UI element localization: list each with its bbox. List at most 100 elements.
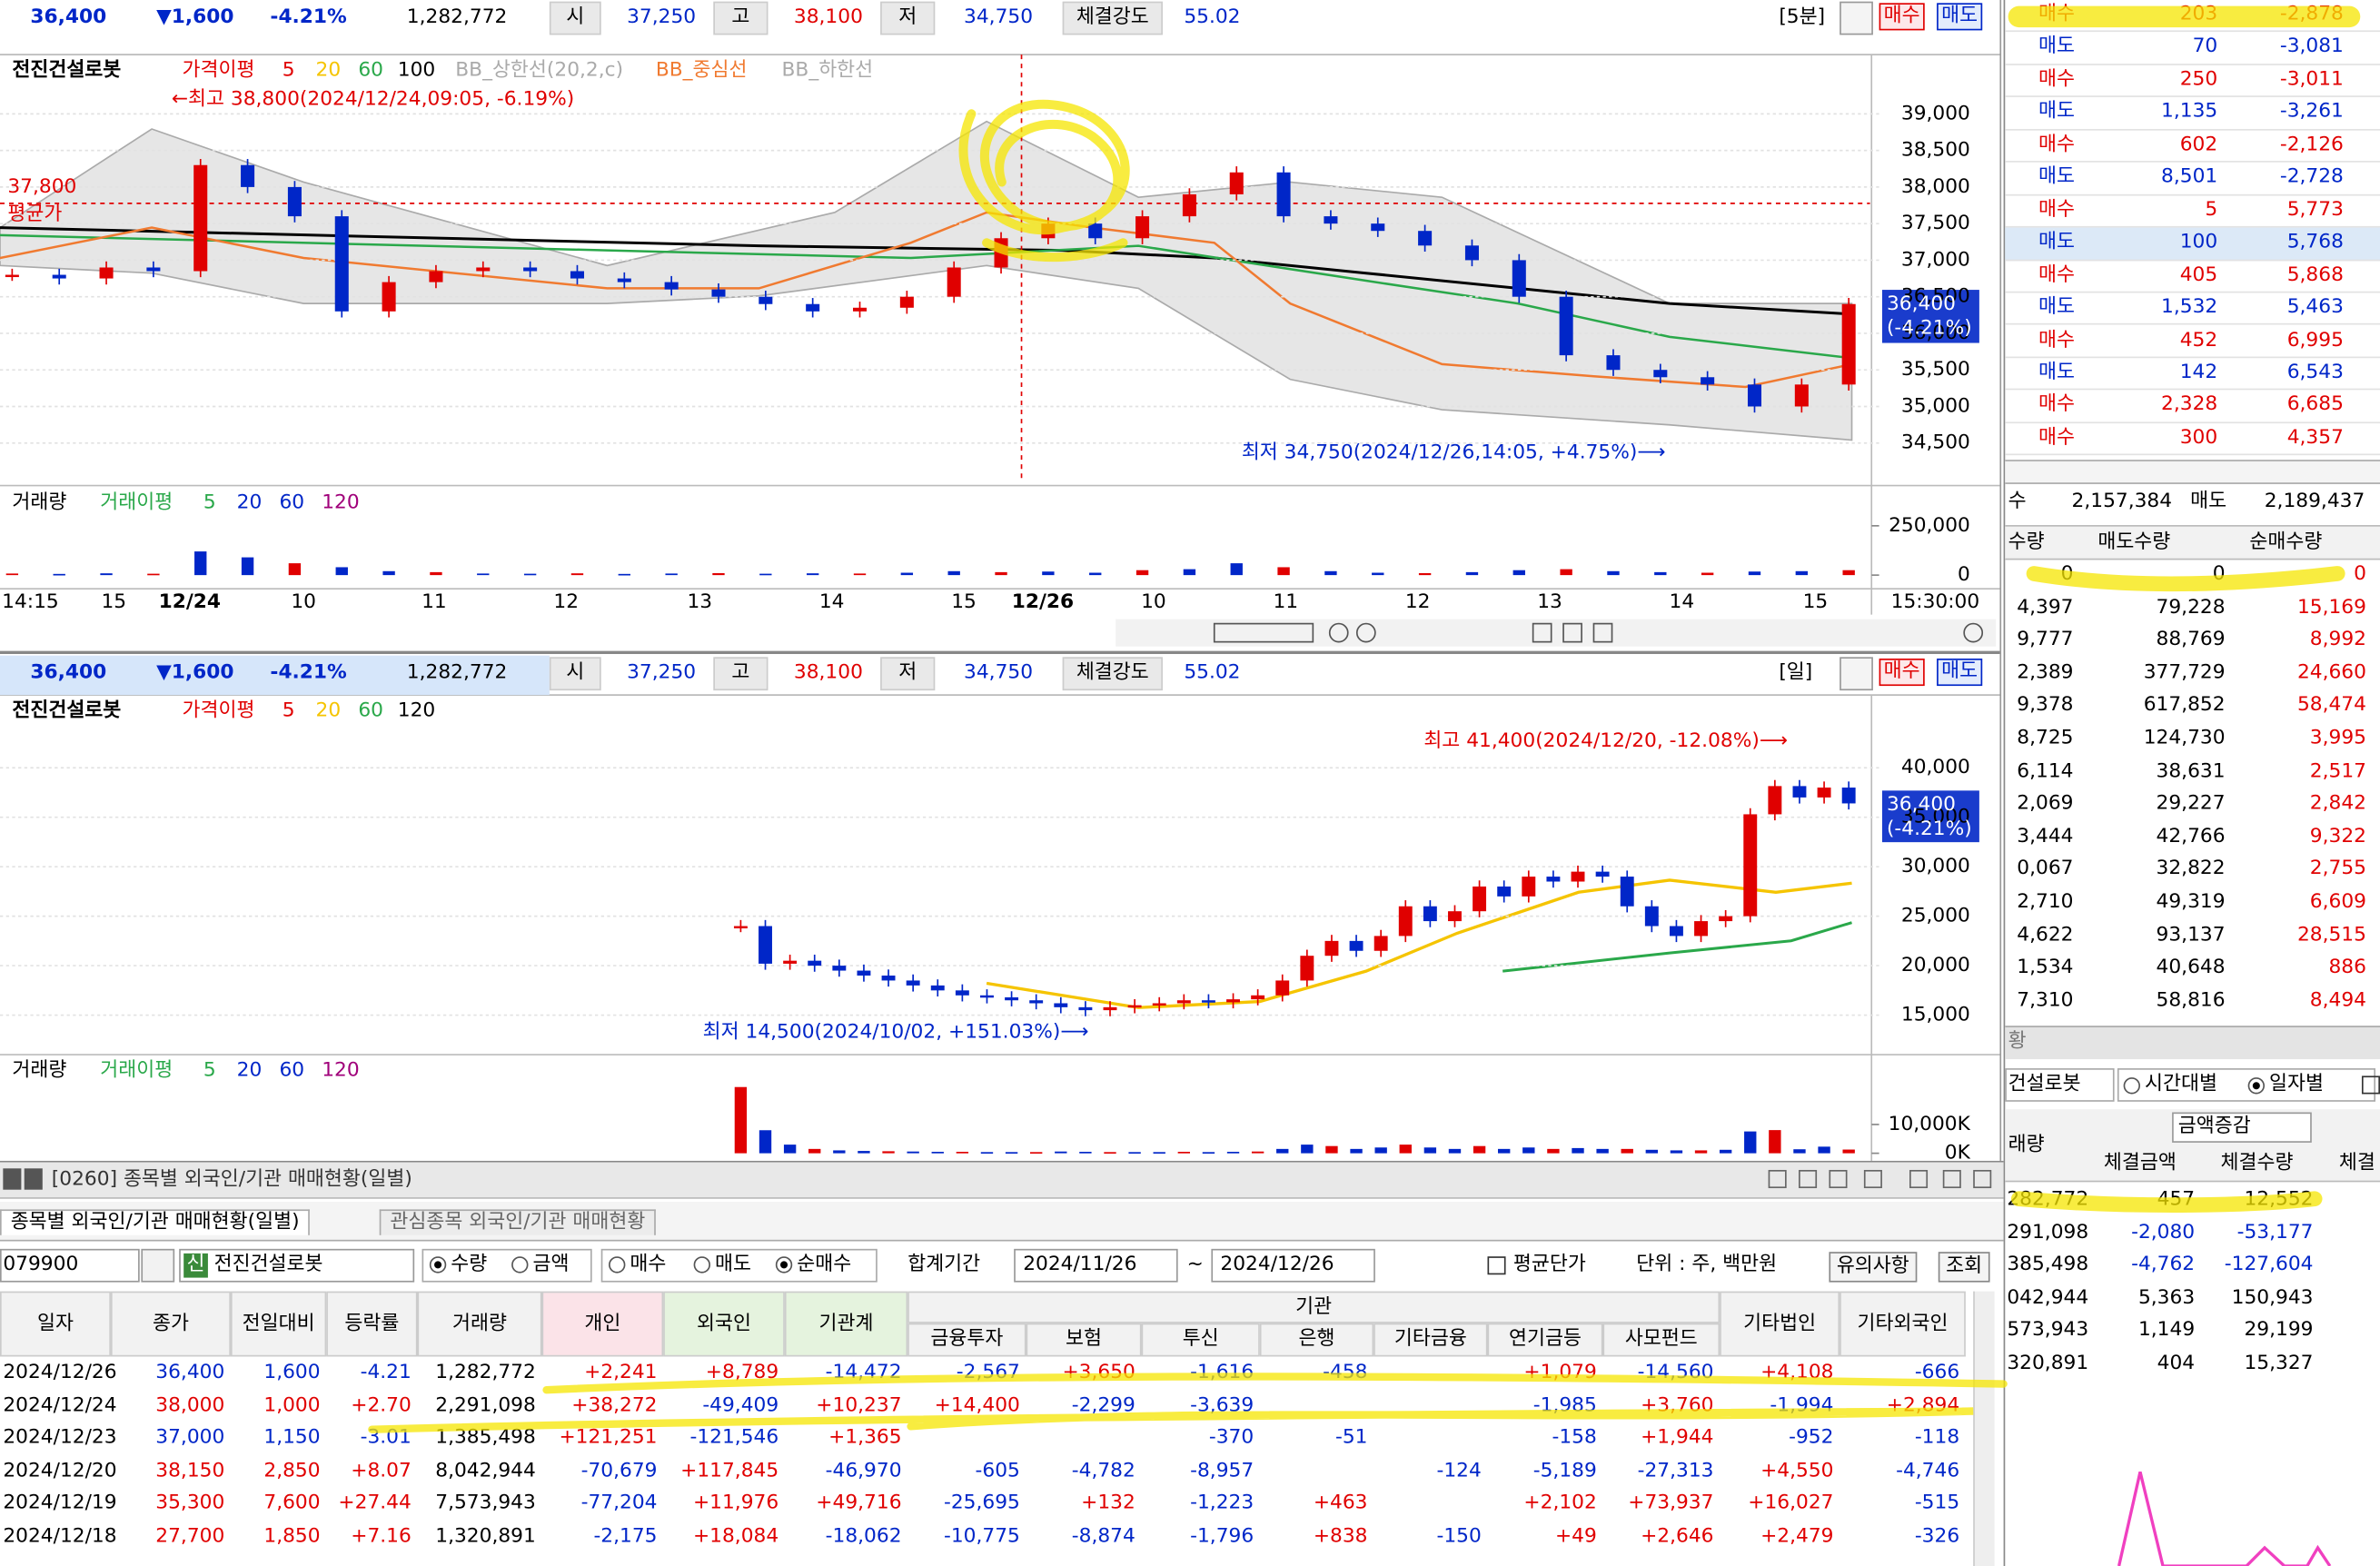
zoom-in[interactable] <box>1355 622 1376 643</box>
radio[interactable] <box>693 1256 710 1274</box>
volume-bar <box>1465 571 1479 576</box>
cell: 42,766 <box>2156 825 2226 848</box>
cell: 3,995 <box>2309 727 2366 750</box>
period-label: 합계기간 <box>907 1253 981 1276</box>
checkbox[interactable] <box>2361 1075 2380 1095</box>
settings-button[interactable] <box>1840 657 1873 691</box>
candle <box>193 164 208 272</box>
radio[interactable] <box>775 1256 793 1274</box>
candle <box>1029 1000 1044 1004</box>
cell: 404 <box>2157 1351 2196 1374</box>
tool-icon[interactable] <box>1562 622 1582 643</box>
total-label: 수 <box>2008 490 2027 513</box>
settings-button[interactable] <box>1840 1 1873 35</box>
low: 34,750 <box>964 661 1034 685</box>
tool-icon[interactable] <box>1532 622 1552 643</box>
volume-bar <box>1350 1148 1363 1154</box>
tool-icon[interactable] <box>1592 622 1613 643</box>
candle <box>1276 172 1291 217</box>
zoom-out[interactable] <box>1328 622 1349 643</box>
checkbox[interactable] <box>1487 1256 1506 1275</box>
candle <box>733 926 748 929</box>
query-button[interactable]: 조회 <box>1938 1252 1990 1283</box>
volume-bar <box>335 567 348 576</box>
volume-bar <box>1128 1152 1141 1155</box>
book-type: 매도 <box>2038 165 2076 189</box>
window-control[interactable] <box>1768 1169 1787 1189</box>
buy-button[interactable]: 매수 <box>1879 659 1925 687</box>
cell: +121,251 <box>559 1426 658 1450</box>
column-header: 래량 <box>2008 1133 2045 1156</box>
window-control[interactable] <box>1909 1169 1929 1189</box>
date-input[interactable] <box>1014 1248 1178 1283</box>
cell: 58,816 <box>2156 988 2226 1012</box>
label: 시 <box>566 661 585 685</box>
cell: 8,494 <box>2309 988 2366 1012</box>
high-note: 최고 41,400(2024/12/20, -12.08%)⟶ <box>1423 729 1788 753</box>
book-change: 6,995 <box>2286 328 2344 352</box>
cell: 2,069 <box>2017 792 2074 816</box>
cell: +8,789 <box>705 1361 779 1384</box>
book-row <box>2005 423 2380 456</box>
candle <box>881 975 896 981</box>
window-control[interactable] <box>1799 1169 1818 1189</box>
y-tick-label: 39,000 <box>1901 102 1970 124</box>
book-qty: 1,135 <box>2161 100 2218 124</box>
stock-input[interactable] <box>179 1248 415 1283</box>
cell: +14,400 <box>934 1393 1020 1417</box>
cell: 93,137 <box>2156 923 2226 947</box>
date-input[interactable] <box>1211 1248 1375 1283</box>
window-control[interactable] <box>1942 1169 1961 1189</box>
radio[interactable] <box>2123 1077 2140 1095</box>
window-control[interactable] <box>1973 1169 1992 1189</box>
window-button[interactable] <box>24 1168 43 1190</box>
radio[interactable] <box>511 1256 529 1274</box>
label-box <box>1062 657 1163 691</box>
candle <box>52 274 66 279</box>
notice-button[interactable]: 유의사항 <box>1829 1252 1918 1283</box>
code-input[interactable] <box>0 1248 140 1283</box>
volume-bar <box>430 571 442 576</box>
cell: +2,241 <box>584 1361 658 1384</box>
window-control[interactable] <box>1829 1169 1848 1189</box>
volume-bar <box>882 1151 895 1154</box>
cell: -326 <box>1914 1524 1960 1548</box>
tab[interactable]: 종목별 외국인/기관 매매현황(일별) <box>0 1209 311 1235</box>
tab[interactable]: 관심종목 외국인/기관 매매현황 <box>379 1209 657 1235</box>
cell: -4,746 <box>1896 1459 1960 1482</box>
header-cell <box>1602 1323 1721 1357</box>
candle <box>1606 355 1621 371</box>
window-button[interactable] <box>3 1168 22 1190</box>
strength: 55.02 <box>1184 661 1241 685</box>
y-tick-label: 37,000 <box>1901 248 1970 271</box>
candle <box>947 267 961 297</box>
tool-icon[interactable] <box>1963 622 1984 643</box>
search-button[interactable] <box>141 1248 175 1283</box>
cell: 320,891 <box>2007 1351 2089 1374</box>
section-bar <box>2005 1026 2380 1060</box>
radio[interactable] <box>609 1256 626 1274</box>
volume-bar <box>1372 572 1384 576</box>
x-tick-label: 15 <box>1803 590 1829 613</box>
radio-label: 수량 <box>451 1253 488 1276</box>
stock-prefix: 신 <box>183 1253 208 1278</box>
book-qty: 250 <box>2179 67 2218 92</box>
sell-button[interactable]: 매도 <box>1937 3 1983 31</box>
cell: 886 <box>2328 956 2366 979</box>
buy-button[interactable]: 매수 <box>1879 3 1925 31</box>
radio[interactable] <box>429 1256 447 1274</box>
sell-button[interactable]: 매도 <box>1937 659 1983 687</box>
dropdown[interactable] <box>2172 1112 2312 1143</box>
scrollbar[interactable] <box>1973 1291 1995 1566</box>
cell: -77,204 <box>580 1492 658 1515</box>
window-control[interactable] <box>1863 1169 1882 1189</box>
y-tick-label: 38,500 <box>1901 139 1970 162</box>
cell: +838 <box>1313 1524 1368 1548</box>
radio[interactable] <box>2247 1077 2266 1095</box>
x-tick-label: 14 <box>819 590 845 613</box>
book-qty: 2,328 <box>2161 393 2218 417</box>
volume-ma-period: 120 <box>322 491 360 515</box>
volume-ma-label: 거래이평 <box>100 491 174 515</box>
volume-ma-label: 거래이평 <box>100 1059 174 1083</box>
